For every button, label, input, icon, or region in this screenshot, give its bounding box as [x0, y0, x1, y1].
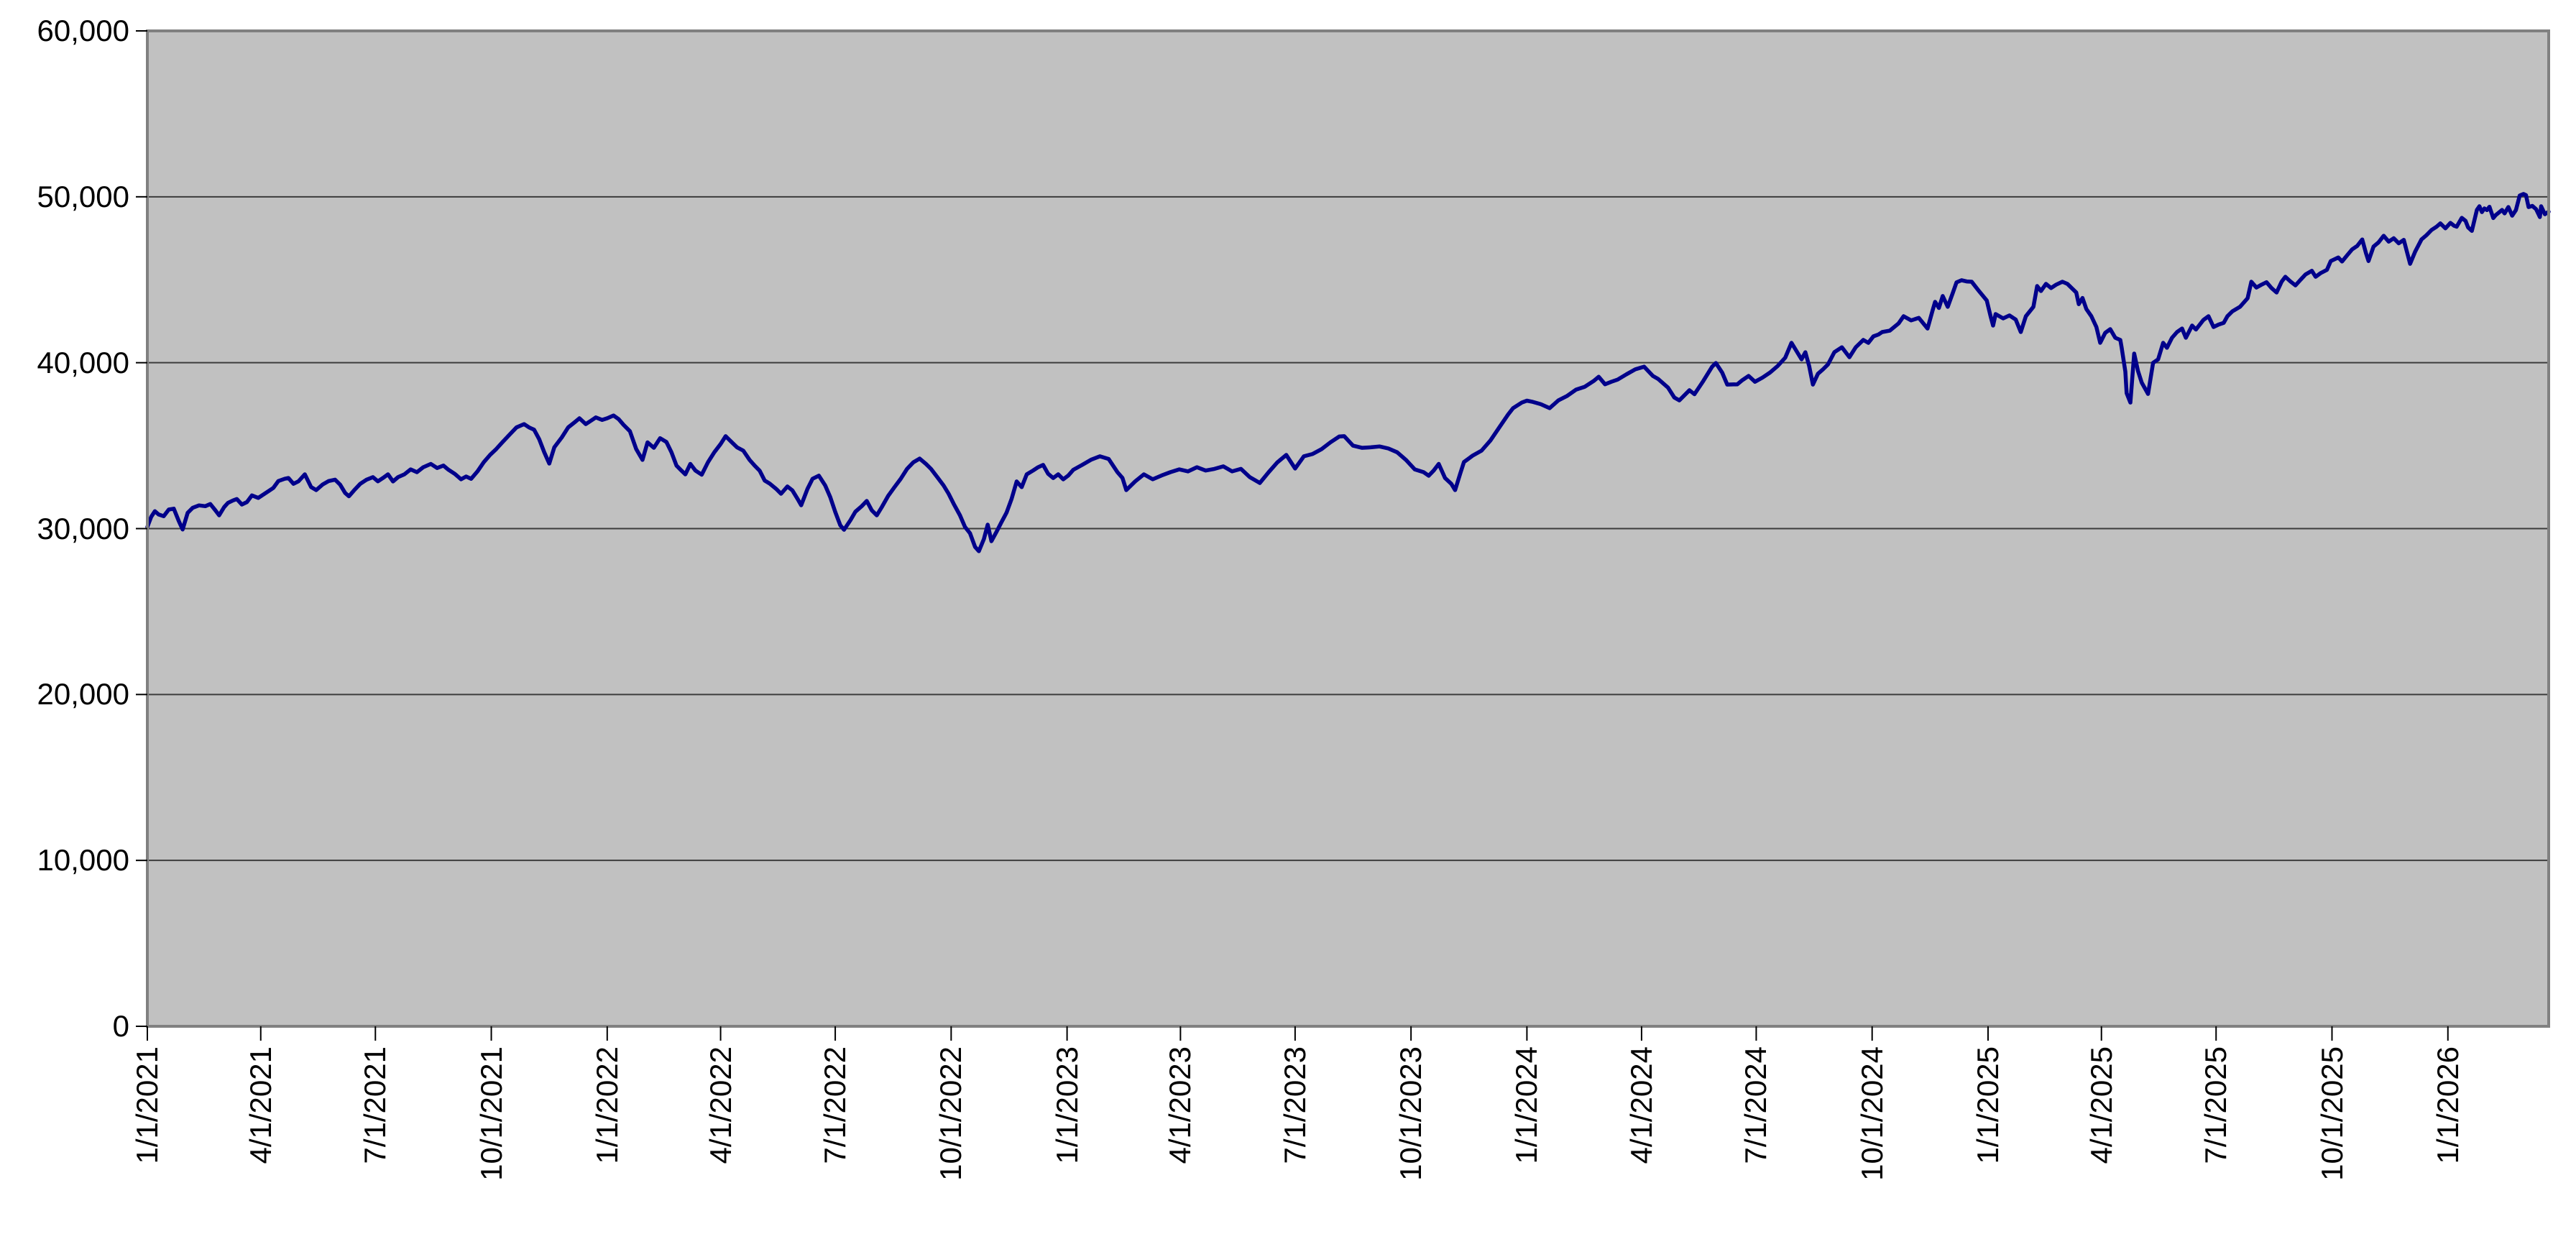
series-line: [145, 192, 2551, 553]
y-tick-label: 30,000: [37, 511, 129, 545]
y-tick-label: 60,000: [37, 14, 129, 47]
y-tick-label: 10,000: [37, 843, 129, 878]
y-tick-label: 50,000: [37, 179, 129, 213]
y-tick-label: 40,000: [37, 345, 129, 379]
y-tick-label: 0: [112, 1009, 129, 1043]
y-tick-label: 20,000: [37, 677, 129, 712]
